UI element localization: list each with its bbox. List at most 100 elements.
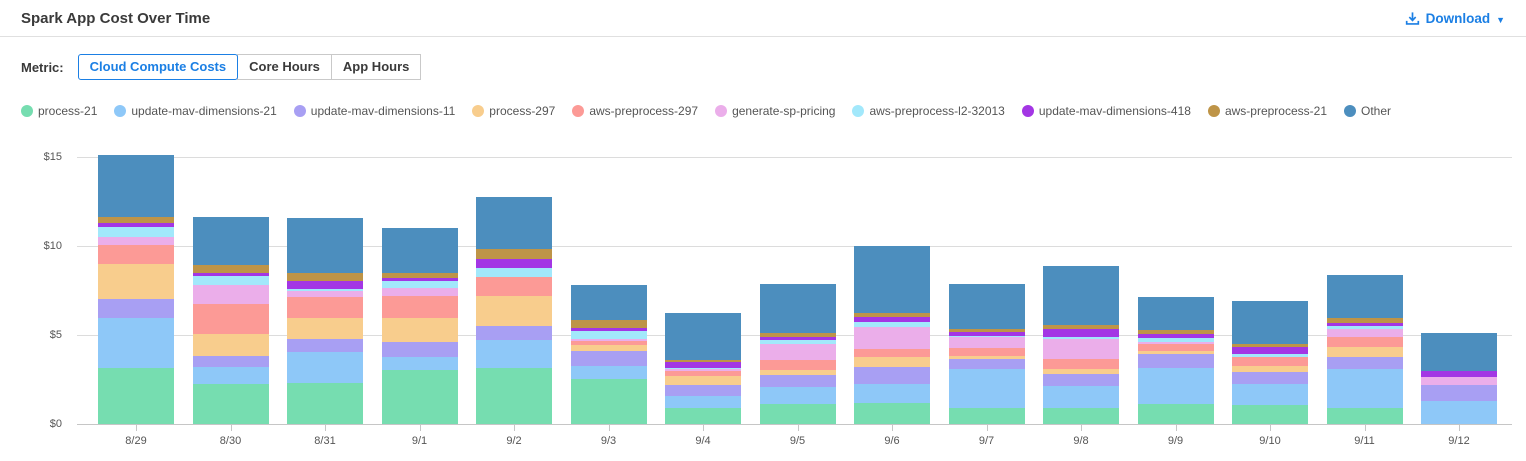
bar-8-30[interactable]: [192, 217, 269, 424]
bar-segment-aws-preprocess-21[interactable]: [98, 217, 174, 223]
bar-segment-aws-preprocess-l2-32013[interactable]: [1137, 338, 1214, 342]
bar-segment-aws-preprocess-297[interactable]: [570, 340, 647, 346]
bar-segment-aws-preprocess-l2-32013[interactable]: [192, 276, 269, 285]
bar-segment-process-21[interactable]: [759, 403, 836, 424]
bar-segment-process-21[interactable]: [570, 379, 647, 424]
bar-9-5[interactable]: [759, 284, 836, 424]
bar-segment-other[interactable]: [98, 155, 174, 218]
download-button[interactable]: Download ▼: [1405, 11, 1505, 26]
bar-segment-update-mav-dimensions-21[interactable]: [1326, 369, 1403, 408]
bar-segment-generate-sp-pricing[interactable]: [665, 369, 741, 372]
bar-segment-process-21[interactable]: [476, 367, 552, 424]
bar-segment-process-21[interactable]: [948, 408, 1025, 424]
bar-segment-generate-sp-pricing[interactable]: [948, 337, 1025, 349]
bar-9-3[interactable]: [570, 285, 647, 424]
bar-segment-generate-sp-pricing[interactable]: [98, 237, 174, 245]
bar-segment-aws-preprocess-297[interactable]: [98, 245, 174, 264]
bar-segment-aws-preprocess-21[interactable]: [854, 313, 930, 317]
bar-segment-process-297[interactable]: [948, 356, 1025, 359]
legend-item-process-297[interactable]: process-297: [472, 104, 555, 118]
bar-segment-update-mav-dimensions-21[interactable]: [1043, 386, 1119, 408]
bar-9-4[interactable]: [665, 313, 741, 424]
bar-segment-aws-preprocess-297[interactable]: [381, 295, 458, 318]
bar-segment-update-mav-dimensions-11[interactable]: [665, 385, 741, 396]
bar-segment-process-297[interactable]: [287, 317, 363, 340]
bar-segment-update-mav-dimensions-418[interactable]: [476, 259, 552, 269]
bar-segment-update-mav-dimensions-418[interactable]: [1232, 347, 1308, 355]
bar-segment-update-mav-dimensions-21[interactable]: [665, 395, 741, 409]
bar-segment-other[interactable]: [1043, 266, 1119, 325]
bar-segment-aws-preprocess-l2-32013[interactable]: [759, 340, 836, 344]
bar-segment-update-mav-dimensions-21[interactable]: [1232, 384, 1308, 405]
bar-segment-update-mav-dimensions-21[interactable]: [381, 356, 458, 371]
bar-segment-other[interactable]: [948, 284, 1025, 329]
bar-segment-process-297[interactable]: [381, 317, 458, 342]
bar-segment-aws-preprocess-21[interactable]: [1043, 324, 1119, 330]
bar-9-2[interactable]: [476, 197, 552, 424]
bar-segment-process-21[interactable]: [665, 408, 741, 424]
bar-segment-other[interactable]: [1137, 296, 1214, 331]
bar-segment-aws-preprocess-l2-32013[interactable]: [381, 281, 458, 288]
bar-segment-process-21[interactable]: [1043, 407, 1119, 424]
bar-segment-other[interactable]: [476, 197, 552, 249]
bar-segment-generate-sp-pricing[interactable]: [854, 326, 930, 349]
bar-segment-update-mav-dimensions-418[interactable]: [287, 281, 363, 289]
bar-segment-update-mav-dimensions-21[interactable]: [1137, 368, 1214, 404]
bar-segment-aws-preprocess-21[interactable]: [381, 272, 458, 278]
bar-segment-aws-preprocess-l2-32013[interactable]: [1043, 337, 1119, 340]
legend-item-update-mav-dimensions-11[interactable]: update-mav-dimensions-11: [293, 104, 455, 118]
bar-segment-update-mav-dimensions-21[interactable]: [192, 366, 269, 385]
bar-segment-aws-preprocess-21[interactable]: [1326, 317, 1403, 324]
bar-segment-process-297[interactable]: [1326, 347, 1403, 357]
bar-segment-other[interactable]: [570, 285, 647, 320]
bar-segment-aws-preprocess-21[interactable]: [759, 332, 836, 338]
bar-segment-update-mav-dimensions-21[interactable]: [1421, 401, 1497, 424]
bar-segment-other[interactable]: [1232, 301, 1308, 344]
bar-segment-update-mav-dimensions-418[interactable]: [1043, 329, 1119, 338]
legend-item-aws-preprocess-21[interactable]: aws-preprocess-21: [1207, 104, 1327, 118]
bar-9-1[interactable]: [381, 228, 458, 424]
bar-segment-update-mav-dimensions-21[interactable]: [98, 317, 174, 369]
bar-segment-update-mav-dimensions-418[interactable]: [1137, 333, 1214, 339]
bar-segment-update-mav-dimensions-21[interactable]: [476, 340, 552, 368]
bar-segment-aws-preprocess-297[interactable]: [948, 348, 1025, 357]
metric-tab-cloud-compute-costs[interactable]: Cloud Compute Costs: [77, 54, 239, 80]
bar-segment-generate-sp-pricing[interactable]: [192, 284, 269, 305]
bar-segment-aws-preprocess-21[interactable]: [287, 273, 363, 282]
bar-9-11[interactable]: [1326, 275, 1403, 424]
bar-segment-aws-preprocess-l2-32013[interactable]: [1326, 325, 1403, 330]
bar-segment-process-21[interactable]: [1232, 404, 1308, 424]
bar-segment-aws-preprocess-297[interactable]: [665, 371, 741, 376]
bar-segment-aws-preprocess-l2-32013[interactable]: [570, 331, 647, 340]
bar-segment-other[interactable]: [1421, 332, 1497, 372]
bar-segment-update-mav-dimensions-11[interactable]: [759, 374, 836, 388]
bar-segment-update-mav-dimensions-418[interactable]: [1326, 323, 1403, 326]
bar-segment-aws-preprocess-297[interactable]: [759, 359, 836, 371]
bar-segment-process-21[interactable]: [1137, 403, 1214, 424]
bar-segment-generate-sp-pricing[interactable]: [1043, 339, 1119, 359]
bar-segment-aws-preprocess-297[interactable]: [476, 276, 552, 296]
bar-segment-update-mav-dimensions-11[interactable]: [854, 366, 930, 385]
bar-segment-aws-preprocess-l2-32013[interactable]: [1232, 354, 1308, 357]
bar-segment-update-mav-dimensions-11[interactable]: [98, 299, 174, 318]
bar-segment-aws-preprocess-21[interactable]: [1137, 330, 1214, 334]
bar-segment-aws-preprocess-21[interactable]: [948, 328, 1025, 333]
bar-9-12[interactable]: [1421, 332, 1497, 424]
bar-segment-other[interactable]: [192, 217, 269, 265]
bar-segment-update-mav-dimensions-11[interactable]: [1137, 354, 1214, 369]
bar-segment-update-mav-dimensions-418[interactable]: [854, 316, 930, 323]
bar-segment-update-mav-dimensions-11[interactable]: [1232, 372, 1308, 385]
bar-segment-update-mav-dimensions-21[interactable]: [948, 369, 1025, 409]
bar-9-6[interactable]: [854, 245, 930, 424]
bar-segment-update-mav-dimensions-11[interactable]: [948, 358, 1025, 370]
bar-segment-update-mav-dimensions-11[interactable]: [192, 356, 269, 367]
bar-segment-update-mav-dimensions-11[interactable]: [476, 325, 552, 341]
legend-item-update-mav-dimensions-21[interactable]: update-mav-dimensions-21: [114, 104, 277, 118]
bar-segment-aws-preprocess-297[interactable]: [1043, 358, 1119, 370]
bar-segment-aws-preprocess-297[interactable]: [1326, 337, 1403, 348]
bar-segment-other[interactable]: [1326, 275, 1403, 318]
metric-tab-core-hours[interactable]: Core Hours: [237, 54, 332, 80]
bar-segment-aws-preprocess-l2-32013[interactable]: [854, 322, 930, 327]
bar-segment-aws-preprocess-21[interactable]: [665, 359, 741, 363]
bar-segment-update-mav-dimensions-418[interactable]: [759, 337, 836, 341]
